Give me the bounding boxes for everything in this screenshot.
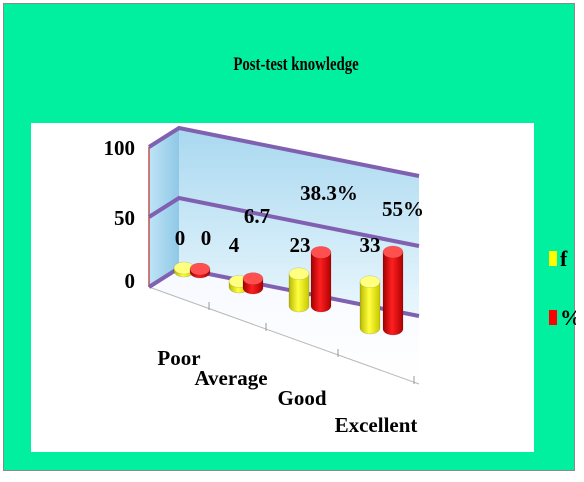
y-tick-label: 100 [104,136,136,160]
bar-pct-poor [189,262,211,279]
chart-frame: Post-test knowledge 100 50 0 0 4 23 33 [3,3,576,471]
bar-f-good [288,267,310,313]
data-label-pct-excellent: 55% [382,197,424,221]
bar-pct-excellent [382,245,404,336]
bar-pct-good [310,246,332,313]
category-label-excellent: Excellent [335,413,418,437]
legend-swatch-f [549,251,557,266]
floor [149,268,419,384]
legend-swatch-pct [549,310,557,325]
y-tick-label: 0 [125,269,136,293]
bar-f-excellent [359,275,381,335]
chart-title: Post-test knowledge [233,53,359,74]
category-label-average: Average [194,366,267,390]
data-label-f-poor: 0 [175,226,186,250]
legend-label-f: f [560,246,568,271]
chart-svg: Post-test knowledge 100 50 0 0 4 23 33 [31,53,576,452]
data-label-pct-poor: 0 [201,226,212,250]
gridline-100 [147,125,420,178]
bar-f-poor [173,261,195,278]
bar-pct-average [242,272,264,295]
gridline-50 [147,195,420,248]
data-label-f-excellent: 33 [360,233,381,257]
legend: f % [549,246,576,330]
y-tick-label: 50 [114,206,135,230]
data-label-f-average: 4 [229,233,240,257]
data-label-pct-average: 6.7 [244,204,270,228]
data-label-pct-good: 38.3% [300,181,358,205]
floor-front-edge [148,286,420,385]
data-label-f-good: 23 [290,233,311,257]
legend-label-pct: % [560,305,576,330]
category-label-poor: Poor [157,346,200,370]
bars-group [173,245,404,336]
category-label-good: Good [277,386,326,410]
